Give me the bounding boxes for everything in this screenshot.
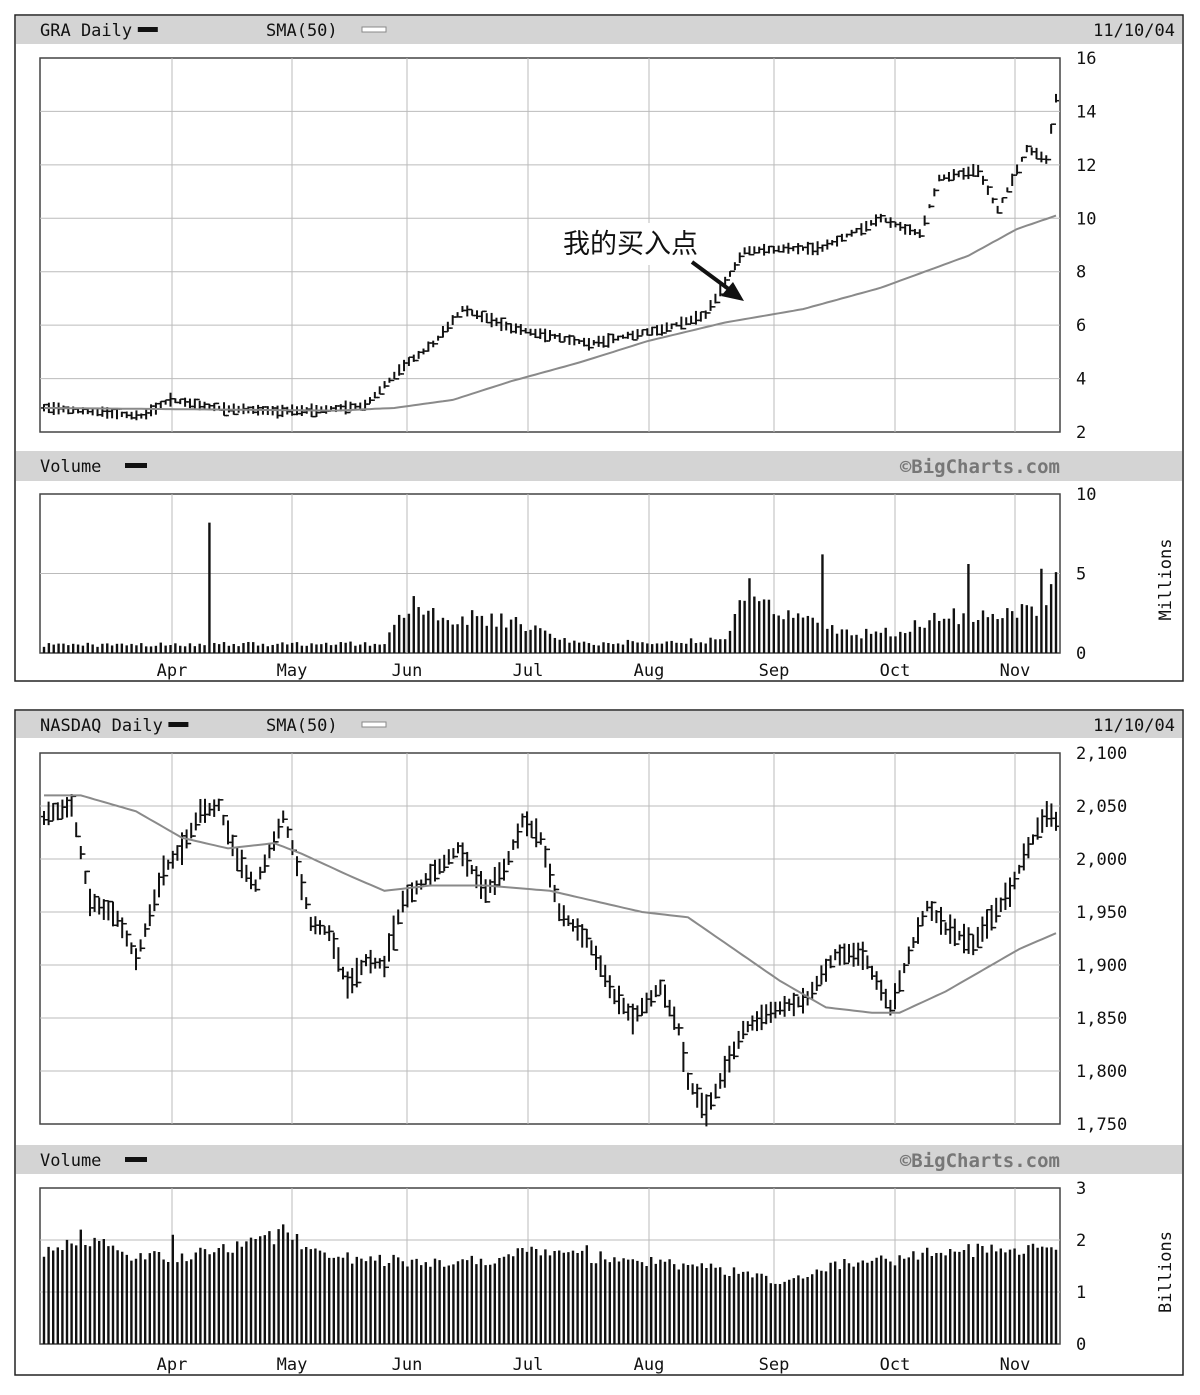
price-tick-label: 2	[1076, 423, 1086, 443]
sma-line	[44, 794, 1057, 1014]
sma-legend-swatch	[361, 721, 387, 728]
price-bar	[1053, 811, 1059, 831]
price-tick-label: 1,750	[1076, 1115, 1127, 1135]
month-label: Apr	[157, 661, 188, 681]
annotation-arrow-head	[721, 282, 744, 301]
panel-title: NASDAQ Daily	[40, 716, 163, 736]
month-label: Jun	[392, 661, 423, 681]
price-tick-label: 16	[1076, 49, 1096, 69]
volume-unit-label: Millions	[1156, 539, 1176, 621]
chart-date: 11/10/04	[1093, 21, 1175, 41]
volume-tick-label: 3	[1076, 1179, 1086, 1199]
volume-legend-swatch	[125, 463, 147, 468]
bigcharts-watermark: ©BigCharts.com	[900, 456, 1060, 478]
price-bars	[41, 93, 1059, 421]
price-tick-label: 1,800	[1076, 1062, 1127, 1082]
volume-legend-swatch	[125, 1157, 147, 1162]
volume-header-band	[16, 451, 1182, 481]
volume-unit-label: Billions	[1156, 1231, 1176, 1313]
chart-panel-1: GRA Daily SMA(50) 11/10/04 Volume ©BigCharts…	[14, 14, 1184, 682]
panel-title: GRA Daily	[40, 21, 132, 41]
price-tick-label: 10	[1076, 209, 1096, 229]
month-label: Oct	[880, 661, 911, 681]
price-tick-label: 2,100	[1076, 744, 1127, 764]
month-label: Nov	[1000, 1355, 1031, 1375]
month-label: Sep	[759, 1355, 790, 1375]
price-tick-label: 4	[1076, 370, 1086, 390]
volume-bars	[42, 1224, 1058, 1344]
price-header-band	[16, 16, 1182, 44]
volume-tick-label: 0	[1076, 644, 1086, 664]
price-tick-label: 1,900	[1076, 956, 1127, 976]
sma-line	[44, 214, 1057, 412]
price-tick-label: 6	[1076, 316, 1086, 336]
volume-label: Volume	[40, 457, 101, 477]
volume-tick-label: 1	[1076, 1283, 1086, 1303]
month-label: Jun	[392, 1355, 423, 1375]
price-header-band	[16, 711, 1182, 738]
month-label: Aug	[634, 1355, 665, 1375]
price-plot-area	[39, 752, 1061, 1125]
price-tick-label: 12	[1076, 156, 1096, 176]
month-label: May	[277, 1355, 308, 1375]
volume-label: Volume	[40, 1151, 101, 1171]
month-label: Sep	[759, 661, 790, 681]
volume-tick-label: 2	[1076, 1231, 1086, 1251]
price-tick-label: 8	[1076, 263, 1086, 283]
month-label: Apr	[157, 1355, 188, 1375]
price-tick-label: 2,050	[1076, 797, 1127, 817]
volume-header-band	[16, 1145, 1182, 1174]
sma-legend-swatch	[361, 26, 387, 33]
price-bar	[1053, 93, 1059, 125]
sma-label: SMA(50)	[266, 716, 338, 736]
volume-tick-label: 10	[1076, 485, 1096, 505]
annotation-bg	[548, 223, 720, 265]
sma-label: SMA(50)	[266, 21, 338, 41]
price-tick-label: 14	[1076, 102, 1096, 122]
bigcharts-watermark: ©BigCharts.com	[900, 1150, 1060, 1172]
month-label: Jul	[513, 1355, 544, 1375]
month-label: Nov	[1000, 661, 1031, 681]
chart-panel-2: NASDAQ Daily SMA(50) 11/10/04 Volume ©BigCha…	[14, 709, 1184, 1376]
month-label: Aug	[634, 661, 665, 681]
chart-date: 11/10/04	[1093, 716, 1175, 736]
annotation-arrow-shaft	[690, 260, 736, 295]
volume-tick-label: 0	[1076, 1335, 1086, 1355]
price-tick-label: 1,850	[1076, 1009, 1127, 1029]
month-label: May	[277, 661, 308, 681]
volume-bars	[42, 522, 1058, 653]
price-legend-swatch	[137, 27, 158, 32]
price-legend-swatch	[168, 722, 189, 727]
price-bars	[41, 794, 1059, 1127]
volume-tick-label: 5	[1076, 565, 1086, 585]
month-label: Jul	[513, 661, 544, 681]
price-tick-label: 1,950	[1076, 903, 1127, 923]
buy-point-annotation: 我的买入点	[563, 229, 698, 260]
month-label: Oct	[880, 1355, 911, 1375]
price-tick-label: 2,000	[1076, 850, 1127, 870]
